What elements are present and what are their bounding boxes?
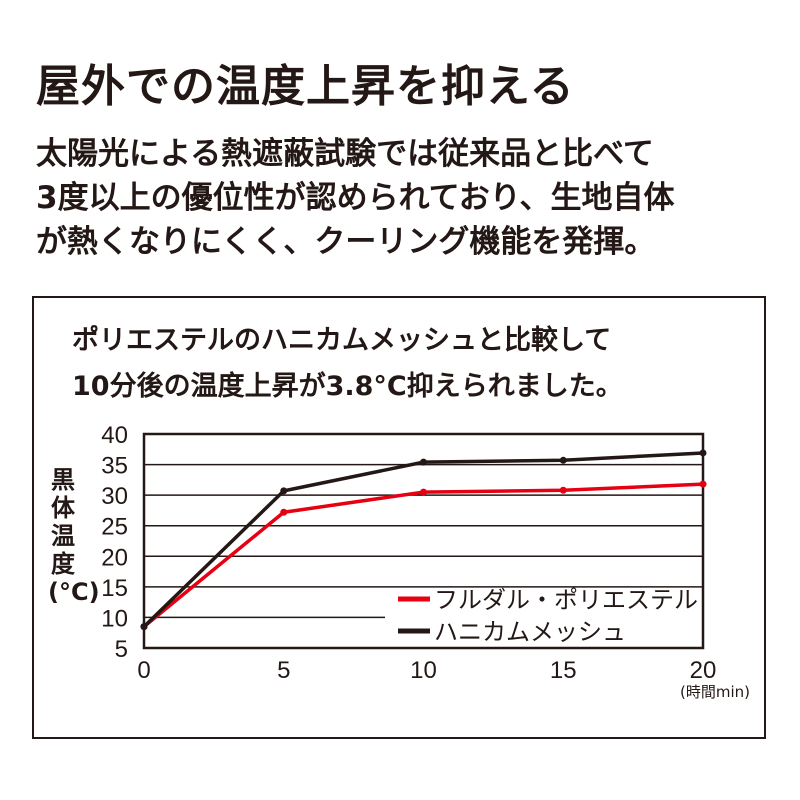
data-point <box>559 456 567 464</box>
description-line: 太陽光による熱遮蔽試験では従来品と比べて <box>36 136 654 172</box>
headline: 屋外での温度上昇を抑える <box>36 61 575 112</box>
y-tick-label: 35 <box>101 453 128 480</box>
data-point <box>559 486 567 494</box>
y-tick-label: 40 <box>101 422 128 449</box>
chart-subtitle: ポリエステルのハニカムメッシュと比較して 10分後の温度上昇が3.8°C抑えられ… <box>72 318 623 410</box>
data-point <box>420 488 427 496</box>
data-point <box>699 449 707 457</box>
chart-subtitle-line: 10分後の温度上昇が3.8°C抑えられました。 <box>72 371 623 402</box>
chart-subtitle-line: ポリエステルのハニカムメッシュと比較して <box>72 325 612 356</box>
x-tick-label: 15 <box>550 657 577 684</box>
description-line: 3度以上の優位性が認められており、生地自体 <box>36 180 675 216</box>
y-tick-label: 25 <box>101 514 128 541</box>
description-line: が熱くなりにくく、クーリング機能を発揮。 <box>36 224 656 260</box>
x-tick-label: 10 <box>410 657 437 684</box>
data-point <box>280 508 288 516</box>
y-tick-label: 5 <box>115 636 128 663</box>
data-point <box>280 487 288 495</box>
x-tick-label: 20 <box>690 657 717 684</box>
y-tick-label: 15 <box>101 575 128 602</box>
y-tick-label: 10 <box>101 605 128 632</box>
data-point <box>699 480 707 488</box>
description: 太陽光による熱遮蔽試験では従来品と比べて 3度以上の優位性が認められており、生地… <box>36 132 674 264</box>
x-axis-label: (時間min) <box>680 683 750 701</box>
legend-label: ハニカムメッシュ <box>434 618 626 646</box>
y-tick-label: 30 <box>101 483 128 510</box>
chart-frame <box>32 296 766 739</box>
data-point <box>140 623 148 631</box>
y-tick-label: 20 <box>101 544 128 571</box>
data-point <box>420 458 427 466</box>
x-tick-label: 5 <box>277 657 290 684</box>
x-tick-label: 0 <box>137 657 150 684</box>
legend-label: フルダル・ポリエステル <box>434 586 698 614</box>
plot-area <box>142 432 705 650</box>
